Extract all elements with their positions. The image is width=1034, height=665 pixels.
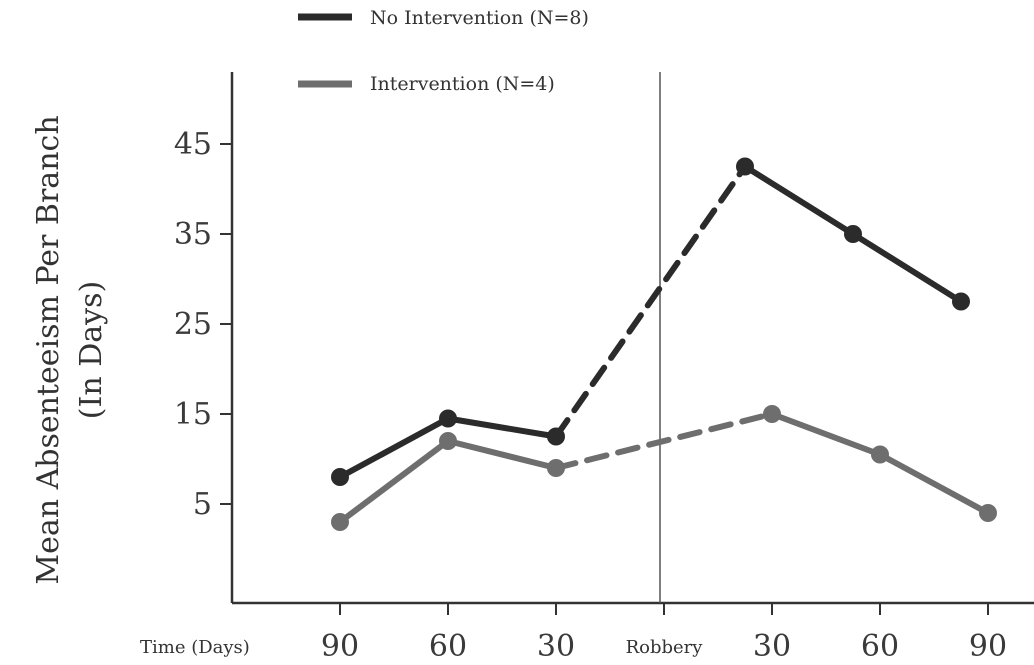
y-tick-label: 35 bbox=[174, 217, 212, 252]
y-axis-label-line-1: Mean Absenteeism Per Branch bbox=[31, 115, 66, 584]
series-1-point bbox=[331, 513, 349, 531]
x-tick-label: 30 bbox=[537, 629, 575, 664]
series-0-segment bbox=[445, 415, 559, 440]
series-1-point bbox=[547, 459, 565, 477]
series-0-segment bbox=[337, 415, 451, 480]
series-1-segment bbox=[553, 411, 775, 471]
series-1-segment bbox=[877, 451, 991, 516]
x-tick-label: 30 bbox=[753, 629, 791, 664]
x-axis-label: Time (Days) bbox=[140, 637, 250, 658]
x-tick-label-robbery: Robbery bbox=[626, 637, 704, 658]
series-0-point bbox=[952, 292, 970, 311]
y-tick-label: 5 bbox=[193, 487, 212, 522]
legend-label-intervention: Intervention (N=4) bbox=[370, 73, 555, 95]
x-tick-label: 90 bbox=[321, 629, 359, 664]
series-0-point bbox=[439, 409, 457, 428]
y-axis-ticks: 5 15 25 35 45 bbox=[174, 127, 232, 522]
series-1-segment bbox=[445, 438, 559, 471]
x-tick-label: 90 bbox=[969, 629, 1007, 664]
series-0-point bbox=[844, 225, 862, 243]
series-layer bbox=[331, 157, 997, 531]
series-0-segment bbox=[742, 163, 856, 237]
series-1-point bbox=[871, 445, 889, 464]
series-0-point bbox=[736, 157, 754, 176]
y-tick-label: 15 bbox=[174, 397, 212, 432]
series-1-point bbox=[979, 504, 997, 522]
y-axis-label-line-2: (In Days) bbox=[74, 281, 109, 419]
legend-label-no-intervention: No Intervention (N=8) bbox=[370, 7, 589, 29]
y-axis-title: Mean Absenteeism Per Branch (In Days) bbox=[31, 115, 109, 584]
series-1-point bbox=[763, 405, 781, 423]
y-tick-label: 25 bbox=[174, 307, 212, 342]
series-0-segment bbox=[850, 231, 964, 305]
series-1-segment bbox=[337, 438, 451, 525]
series-0-segment bbox=[553, 163, 748, 440]
x-tick-label: 60 bbox=[429, 629, 467, 664]
series-0-point bbox=[547, 427, 565, 446]
series-1-segment bbox=[769, 411, 883, 458]
y-tick-label: 45 bbox=[174, 127, 212, 162]
x-tick-label: 60 bbox=[861, 629, 899, 664]
series-1-point bbox=[439, 432, 457, 450]
legend: No Intervention (N=8) Intervention (N=4) bbox=[298, 7, 589, 95]
series-0-point bbox=[331, 468, 349, 486]
x-axis-ticks: 90 60 30 Robbery 30 60 90 bbox=[321, 603, 1007, 664]
